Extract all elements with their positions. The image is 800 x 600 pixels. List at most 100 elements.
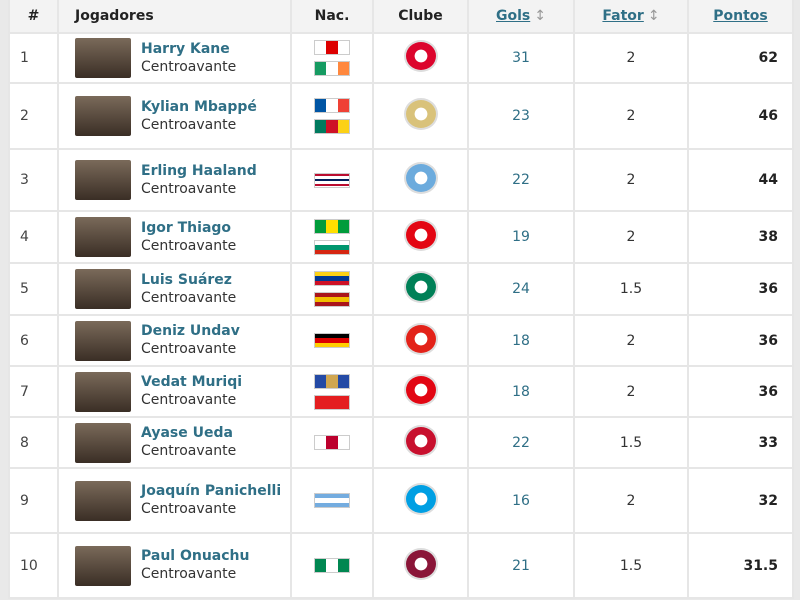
factor: 2 — [573, 148, 689, 212]
goals: 24 — [467, 262, 575, 316]
player-photo — [75, 38, 131, 78]
player-cell: Deniz Undav Centroavante — [57, 314, 292, 367]
club-logo-icon[interactable] — [403, 424, 438, 457]
factor: 1.5 — [573, 416, 689, 469]
player-name-link[interactable]: Joaquín Panichelli — [141, 483, 282, 499]
player-position: Centroavante — [141, 116, 237, 133]
flag-icon — [314, 558, 350, 573]
player-photo — [75, 545, 131, 586]
goals: 21 — [467, 532, 575, 599]
sort-points[interactable]: Pontos — [687, 0, 794, 34]
points: 36 — [687, 262, 794, 316]
club-cell — [372, 532, 469, 599]
club-logo-icon[interactable] — [403, 271, 438, 303]
club-logo-icon[interactable] — [403, 373, 438, 406]
club-logo-icon[interactable] — [403, 98, 438, 130]
header-players: Jogadores — [57, 0, 292, 34]
points-label: Pontos — [713, 8, 768, 24]
nationality-cell — [290, 148, 374, 212]
table-row: 3 Erling Haaland Centroavante 22 2 44 — [8, 148, 794, 212]
rank: 9 — [8, 467, 59, 534]
nationality-cell — [290, 210, 374, 264]
club-logo-icon[interactable] — [403, 482, 438, 515]
table-row: 10 Paul Onuachu Centroavante 21 1.5 31.5 — [8, 532, 794, 599]
table-row: 8 Ayase Ueda Centroavante 22 1.5 33 — [8, 416, 794, 469]
player-name-link[interactable]: Ayase Ueda — [141, 425, 233, 441]
player-name-link[interactable]: Vedat Muriqi — [141, 374, 243, 390]
header-club: Clube — [372, 0, 469, 34]
club-cell — [372, 314, 469, 367]
sort-factor[interactable]: Fator ↕ — [573, 0, 689, 34]
player-cell: Luis Suárez Centroavante — [57, 262, 292, 316]
rank: 10 — [8, 532, 59, 599]
club-cell — [372, 32, 469, 84]
points: 62 — [687, 32, 794, 84]
player-cell: Ayase Ueda Centroavante — [57, 416, 292, 469]
sort-icon: ↕ — [534, 8, 546, 24]
sort-goals[interactable]: Gols ↕ — [467, 0, 575, 34]
club-logo-icon[interactable] — [403, 40, 438, 72]
player-photo — [75, 480, 131, 521]
club-logo-icon[interactable] — [403, 547, 438, 580]
points: 36 — [687, 365, 794, 418]
player-photo — [75, 320, 131, 361]
goals: 31 — [467, 32, 575, 84]
player-photo — [75, 422, 131, 463]
nationality-cell — [290, 82, 374, 150]
points: 33 — [687, 416, 794, 469]
flag-icon — [314, 240, 350, 255]
table-row: 9 Joaquín Panichelli Centroavante 16 2 32 — [8, 467, 794, 534]
table-row: 4 Igor Thiago Centroavante 19 2 38 — [8, 210, 794, 264]
club-logo-icon[interactable] — [403, 322, 438, 355]
player-cell: Vedat Muriqi Centroavante — [57, 365, 292, 418]
goals: 18 — [467, 365, 575, 418]
player-position: Centroavante — [141, 289, 237, 306]
factor-label: Fator — [602, 8, 644, 24]
player-position: Centroavante — [141, 392, 237, 408]
goals: 22 — [467, 416, 575, 469]
flag-icon — [314, 394, 350, 410]
factor: 2 — [573, 467, 689, 534]
goals-label: Gols — [496, 8, 531, 24]
player-name-link[interactable]: Deniz Undav — [141, 323, 240, 339]
nationality-cell — [290, 32, 374, 84]
factor: 2 — [573, 210, 689, 264]
player-name-link[interactable]: Paul Onuachu — [141, 548, 250, 564]
flag-icon — [314, 292, 350, 307]
player-photo — [75, 217, 131, 257]
sort-icon: ↕ — [647, 8, 660, 24]
table-row: 7 Vedat Muriqi Centroavante 18 2 36 — [8, 365, 794, 418]
player-name-link[interactable]: Kylian Mbappé — [141, 98, 257, 115]
player-name-link[interactable]: Harry Kane — [141, 40, 230, 57]
club-cell — [372, 365, 469, 418]
flag-icon — [314, 271, 350, 286]
player-name-link[interactable]: Luis Suárez — [141, 271, 232, 288]
factor: 2 — [573, 32, 689, 84]
player-position: Centroavante — [141, 443, 237, 459]
rank: 1 — [8, 32, 59, 84]
flag-icon — [314, 373, 350, 389]
club-cell — [372, 210, 469, 264]
rank: 3 — [8, 148, 59, 212]
flag-icon — [314, 61, 350, 76]
club-cell — [372, 467, 469, 534]
factor: 1.5 — [573, 532, 689, 599]
points: 44 — [687, 148, 794, 212]
player-position: Centroavante — [141, 58, 237, 75]
player-name-link[interactable]: Erling Haaland — [141, 162, 257, 179]
points: 36 — [687, 314, 794, 367]
rank: 2 — [8, 82, 59, 150]
player-cell: Erling Haaland Centroavante — [57, 148, 292, 212]
club-logo-icon[interactable] — [403, 219, 438, 251]
goals: 19 — [467, 210, 575, 264]
club-cell — [372, 416, 469, 469]
player-cell: Paul Onuachu Centroavante — [57, 532, 292, 599]
points: 46 — [687, 82, 794, 150]
table-row: 6 Deniz Undav Centroavante 18 2 36 — [8, 314, 794, 367]
player-name-link[interactable]: Igor Thiago — [141, 219, 232, 236]
rank: 8 — [8, 416, 59, 469]
club-logo-icon[interactable] — [403, 162, 438, 194]
nationality-cell — [290, 467, 374, 534]
player-photo — [75, 371, 131, 412]
player-cell: Igor Thiago Centroavante — [57, 210, 292, 264]
